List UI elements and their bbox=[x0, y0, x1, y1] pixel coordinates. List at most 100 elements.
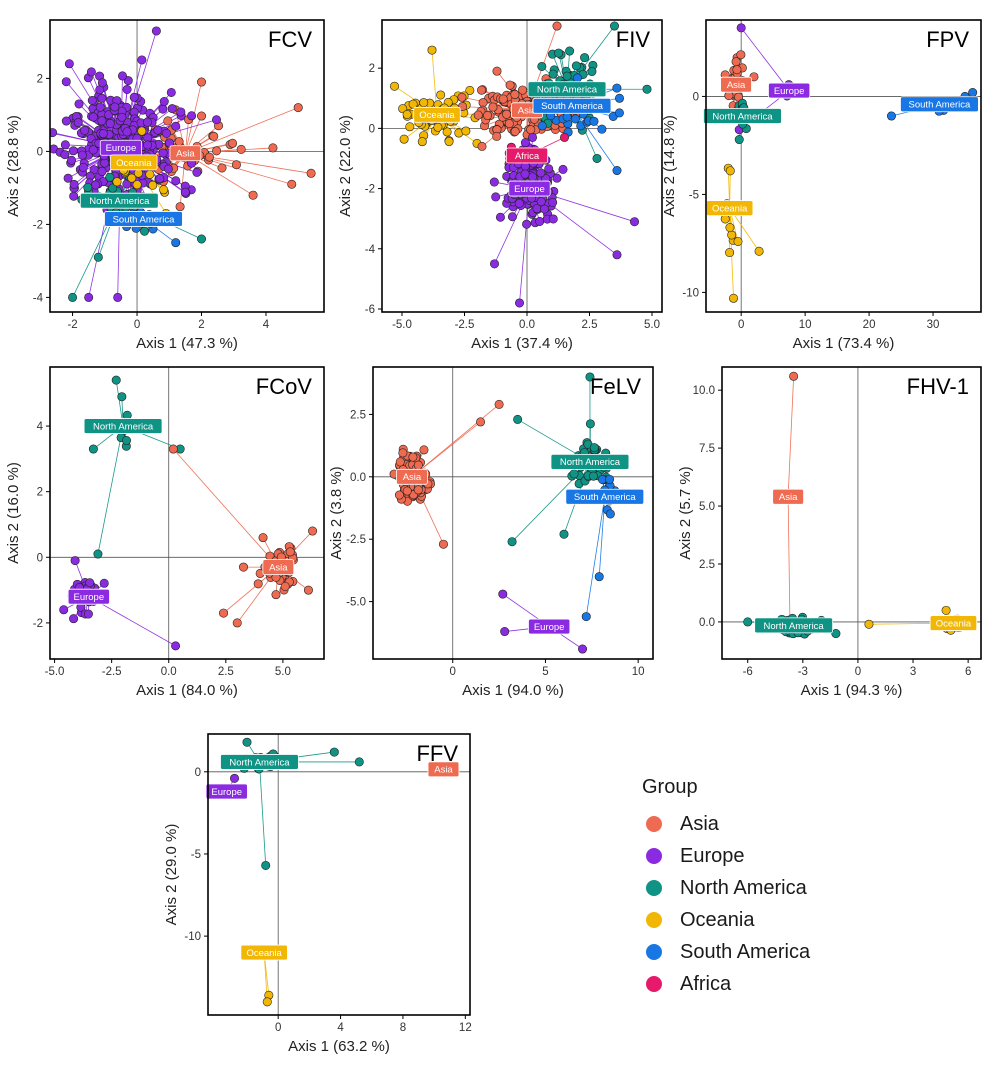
point-north-america: North America (-3.3, 3.3) bbox=[88, 444, 98, 454]
x-axis-label: Axis 1 (94.3 %) bbox=[801, 682, 903, 699]
group-label-asia: Asia bbox=[720, 76, 752, 93]
point-europe: Europe (2.8, -6.2) bbox=[500, 627, 510, 637]
label-text: South America bbox=[113, 214, 175, 225]
y-tick-label: 5.0 bbox=[699, 501, 715, 513]
label-text: Oceania bbox=[936, 618, 972, 629]
label-box bbox=[527, 81, 607, 98]
label-text: North America bbox=[560, 457, 621, 468]
group-label-oceania: Oceania bbox=[705, 200, 754, 217]
label-box bbox=[532, 97, 612, 114]
label-text: Asia bbox=[727, 80, 746, 91]
point-asia: Asia (1.0, 0.8) bbox=[163, 116, 173, 126]
point-europe: Europe (-1.8, 1.3) bbox=[74, 99, 84, 109]
label-text: South America bbox=[909, 100, 971, 111]
y-tick-label: 0 bbox=[693, 91, 699, 103]
x-tick-label: 5 bbox=[542, 666, 548, 678]
y-tick-label: -5 bbox=[689, 189, 699, 201]
panel-title: FFV bbox=[416, 741, 458, 766]
point-oceania: Oceania (0.0, -0.9) bbox=[132, 180, 142, 190]
label-box bbox=[240, 944, 288, 961]
label-box bbox=[220, 754, 299, 770]
point-oceania: Oceania (0.5, -0.9) bbox=[148, 180, 158, 190]
label-text: Asia bbox=[434, 765, 453, 776]
point-europe: Europe (0.8, 1.2) bbox=[158, 104, 168, 114]
x-tick-label: -2 bbox=[67, 319, 77, 331]
point-north-america: North America (-2.0, -4.0) bbox=[68, 292, 78, 302]
point-europe: Europe (0.9, -1.3) bbox=[544, 164, 554, 174]
legend-swatch-south-america bbox=[646, 944, 662, 960]
point-asia: Asia (5.3, 0.2) bbox=[285, 547, 295, 557]
point-south-america: South America (36.2, 0.2) bbox=[968, 88, 978, 98]
x-axis-ticks: 0 10 20 30 bbox=[738, 312, 939, 331]
point-europe: Europe (-1.3, -0.9) bbox=[91, 180, 101, 190]
label-box bbox=[396, 468, 428, 485]
point-europe: Europe (-4.6, -1.6) bbox=[59, 605, 69, 615]
point-europe: Europe (-1.4, 1.4) bbox=[87, 96, 97, 106]
point-north-america: North America (-2.0, 1.8) bbox=[242, 737, 252, 747]
point-europe: Europe (-1.0, 0.5) bbox=[98, 129, 108, 139]
point-europe: Europe (1.5, -1.1) bbox=[180, 187, 190, 197]
panel-fcv: Asia (2.6, -0.5)Asia (0.4, 0.1)Asia (0.7… bbox=[5, 19, 325, 352]
point-europe: Europe (4.3, -3.1) bbox=[629, 217, 639, 227]
point-north-america: North America (0.2, -2.2) bbox=[140, 226, 150, 236]
point-asia: Asia (2.0, 1.9) bbox=[197, 77, 207, 87]
point-oceania: Oceania (-1.7, -3.8) bbox=[725, 166, 735, 176]
x-tick-label: 4 bbox=[337, 1022, 344, 1034]
legend-item-oceania: Oceania bbox=[640, 904, 900, 936]
point-europe: Europe (-0.1, -1.5) bbox=[520, 169, 530, 179]
x-tick-label: 0.0 bbox=[519, 319, 535, 331]
group-label-south-america: South America bbox=[900, 96, 979, 113]
group-label-europe: Europe bbox=[528, 618, 571, 635]
plot-area: North America (-1.1, 0.6)North America (… bbox=[221, 737, 458, 1007]
point-europe: Europe (1.0, -0.5) bbox=[163, 164, 173, 174]
point-south-america: South America (3.7, 1.0) bbox=[614, 93, 624, 103]
x-axis-ticks: 0 4 8 12 bbox=[275, 1015, 472, 1034]
x-tick-label: -2.5 bbox=[102, 666, 122, 678]
point-oceania: Oceania (0.8, -1.1) bbox=[159, 185, 169, 195]
point-asia: Asia (3.1, -0.4) bbox=[231, 160, 241, 170]
label-box bbox=[83, 418, 163, 434]
label-text: North America bbox=[537, 85, 598, 96]
y-axis-ticks: -10 -5 0 bbox=[184, 767, 208, 943]
y-tick-label: -2 bbox=[33, 219, 43, 231]
point-europe: Europe (-2.8, -0.8) bbox=[99, 578, 109, 588]
point-south-america: South America (8.5, -0.1) bbox=[605, 474, 615, 484]
point-north-america: North America (1.7, 2.6) bbox=[565, 46, 575, 56]
point-north-america: North America (2.0, 2.1) bbox=[571, 61, 581, 71]
point-asia: Asia (3.0, 0.2) bbox=[228, 138, 238, 148]
point-europe: Europe (0.6, 0.6) bbox=[153, 125, 163, 135]
label-text: Oceania bbox=[419, 110, 455, 121]
legend-swatch-oceania bbox=[646, 912, 662, 928]
x-tick-label: 5.0 bbox=[275, 666, 291, 678]
point-south-america: South America (3.0, -0.0) bbox=[597, 124, 607, 134]
x-tick-label: 8 bbox=[400, 1022, 406, 1034]
y-axis-ticks: -4 -2 0 2 bbox=[33, 73, 50, 304]
point-north-america: North America (6.0, -2.3) bbox=[559, 529, 569, 539]
group-label-africa: Africa bbox=[505, 147, 549, 164]
panel-title: FeLV bbox=[590, 374, 641, 399]
point-europe: Europe (-1.1, 1.9) bbox=[97, 78, 107, 88]
legend-label: Asia bbox=[680, 812, 719, 835]
y-tick-label: 7.5 bbox=[699, 443, 715, 455]
point-europe: Europe (0.8, 1.4) bbox=[159, 97, 169, 107]
group-label-europe: Europe bbox=[67, 588, 110, 605]
label-box bbox=[505, 147, 549, 164]
panel-frame bbox=[705, 19, 982, 313]
panel-frame bbox=[207, 733, 471, 1016]
x-tick-label: 0 bbox=[134, 319, 140, 331]
legend: Group Asia Europe North America Oceania Sout… bbox=[640, 776, 900, 1000]
point-europe: Europe (0.3, 0.8) bbox=[142, 117, 152, 127]
point-oceania: Oceania (-0.6, -0.8) bbox=[112, 177, 122, 187]
y-tick-label: 0 bbox=[37, 146, 43, 158]
group-label-oceania: Oceania bbox=[413, 106, 461, 123]
panel-frame bbox=[49, 366, 325, 660]
point-europe: Europe (0.8, -0.0) bbox=[158, 148, 168, 158]
x-tick-label: 2.5 bbox=[582, 319, 598, 331]
point-asia: Asia (4.1, 0.6) bbox=[258, 533, 268, 543]
y-axis-label: Axis 2 (29.0 %) bbox=[163, 824, 180, 926]
label-box bbox=[413, 106, 461, 123]
point-oceania: Oceania (-1.2, -10.3) bbox=[728, 293, 738, 303]
point-asia: Asia (4.2, 0.1) bbox=[268, 143, 278, 153]
point-asia: Asia (6.1, -1.0) bbox=[303, 585, 313, 595]
